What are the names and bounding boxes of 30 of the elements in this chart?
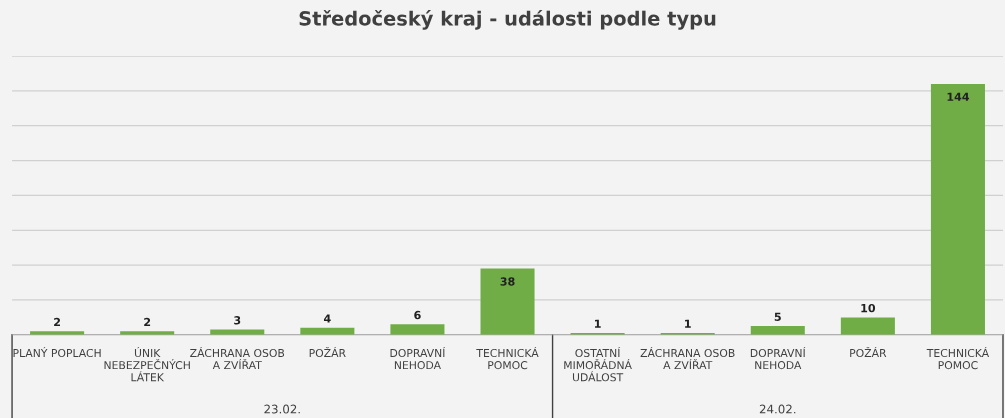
- x-tick-label: ZÁCHRANA OSOB A ZVÍŘAT: [640, 346, 735, 370]
- bar: [930, 83, 985, 335]
- bar: [750, 326, 805, 335]
- x-tick-label: OSTATNÍ MIMOŘÁDNÁ UDÁLOST: [564, 346, 632, 382]
- x-tick-label: ZÁCHRANA OSOB A ZVÍŘAT: [190, 346, 285, 370]
- data-label: 38: [500, 277, 515, 286]
- bar: [390, 324, 445, 335]
- x-tick-label: TECHNICKÁ POMOC: [476, 346, 539, 370]
- x-tick-label: TECHNICKÁ POMOC: [926, 346, 990, 370]
- data-label: 1: [595, 319, 601, 328]
- x-tick-label: ÚNIK NEBEZPEČNÝCH LÁTEK: [104, 346, 190, 382]
- data-label: 2: [54, 317, 60, 327]
- data-label: 5: [774, 312, 781, 321]
- chart-title: Středočeský kraj - události podle typu: [299, 9, 716, 30]
- data-label: 2: [144, 317, 151, 327]
- data-label: 6: [414, 310, 421, 320]
- text: 23.02.: [264, 404, 300, 414]
- x-tick-label: POŽÁR: [850, 346, 887, 358]
- data-label: 4: [323, 314, 331, 323]
- data-label: 10: [861, 303, 876, 313]
- text: 24.02.: [759, 404, 796, 414]
- data-label: 144: [947, 92, 970, 101]
- x-tick-label: POŽÁR: [309, 346, 346, 358]
- data-label: 1: [685, 319, 691, 328]
- data-label: 3: [234, 316, 241, 325]
- bar: [480, 268, 535, 335]
- x-tick-label: DOPRAVNÍ NEHODA: [390, 346, 446, 370]
- x-tick-label: DOPRAVNÍ NEHODA: [750, 346, 806, 370]
- bar: [840, 317, 895, 335]
- x-tick-label: PLANÝ POPLACH: [13, 346, 101, 358]
